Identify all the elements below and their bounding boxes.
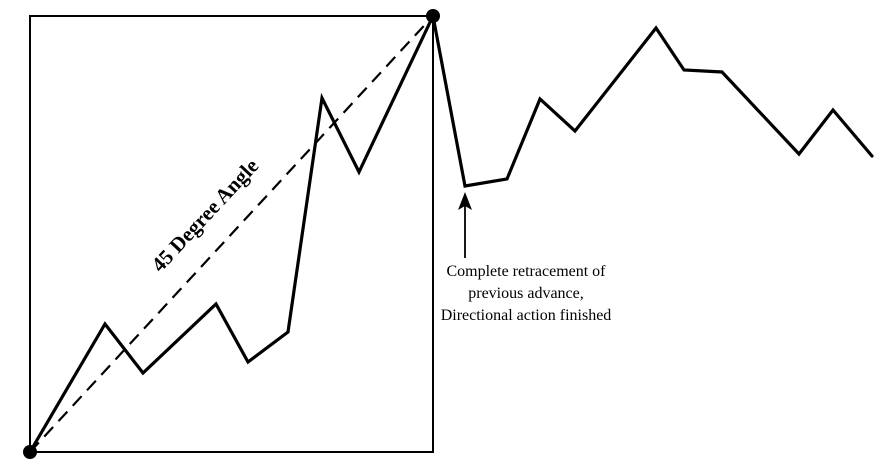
annotation-line-1: Complete retracement of: [446, 263, 606, 280]
angle-label: 45 Degree Angle: [147, 154, 264, 277]
annotation-arrow-head: [458, 192, 472, 210]
peak-point-dot: [426, 9, 440, 23]
annotation-line-2: previous advance,: [468, 285, 584, 302]
annotation-line-3: Directional action finished: [441, 307, 612, 324]
price-path: [28, 10, 874, 454]
square-frame: [29, 15, 434, 453]
start-point-dot: [23, 445, 37, 459]
diagonal-dashed-line: [29, 15, 434, 453]
